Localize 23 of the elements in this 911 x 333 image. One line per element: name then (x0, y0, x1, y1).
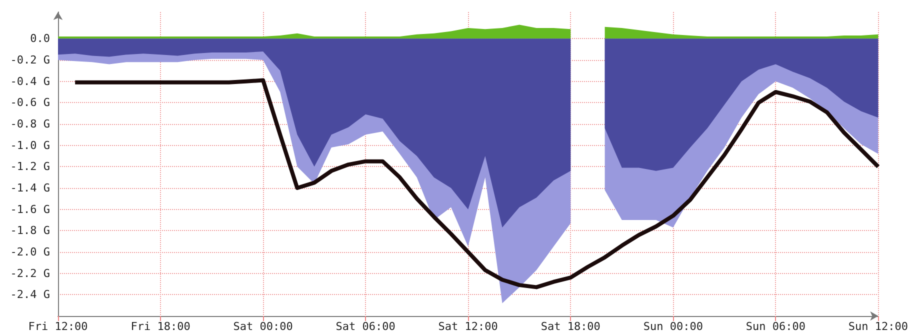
y-tick-label: -0.6 G (10, 96, 50, 110)
y-tick-label: -2.0 G (10, 246, 50, 258)
y-tick-label: -0.8 G (10, 118, 50, 130)
y-tick-label: -1.2 G (10, 160, 50, 174)
y-tick-label: -1.0 G (10, 138, 50, 152)
line-series (73, 78, 880, 290)
y-tick-label: -1.4 G (10, 182, 50, 194)
y-tick-label: -0.2 G (10, 54, 50, 66)
y-tick-label: -2.4 G (10, 288, 50, 302)
x-tick-label: Sun 06:00 (746, 320, 806, 333)
y-tick-label: -1.6 G (10, 202, 50, 216)
x-tick-label: Sat 06:00 (336, 320, 396, 333)
x-tick-label: Sat 18:00 (540, 320, 600, 333)
y-tick-label: -1.8 G (10, 224, 50, 238)
x-tick-label: Sat 12:00 (438, 320, 498, 333)
x-tick-label: Sat 00:00 (233, 320, 293, 333)
y-tick-label: -0.4 G (10, 74, 50, 88)
y-tick-label: -2.2 G (10, 266, 50, 280)
x-tick-label: Fri 18:00 (130, 320, 190, 333)
x-tick-label: Sun 12:00 (848, 320, 908, 333)
x-tick-label: Sun 00:00 (643, 320, 703, 333)
x-tick-label: Fri 12:00 (28, 320, 88, 333)
y-tick-label: 0.0 (30, 32, 50, 46)
